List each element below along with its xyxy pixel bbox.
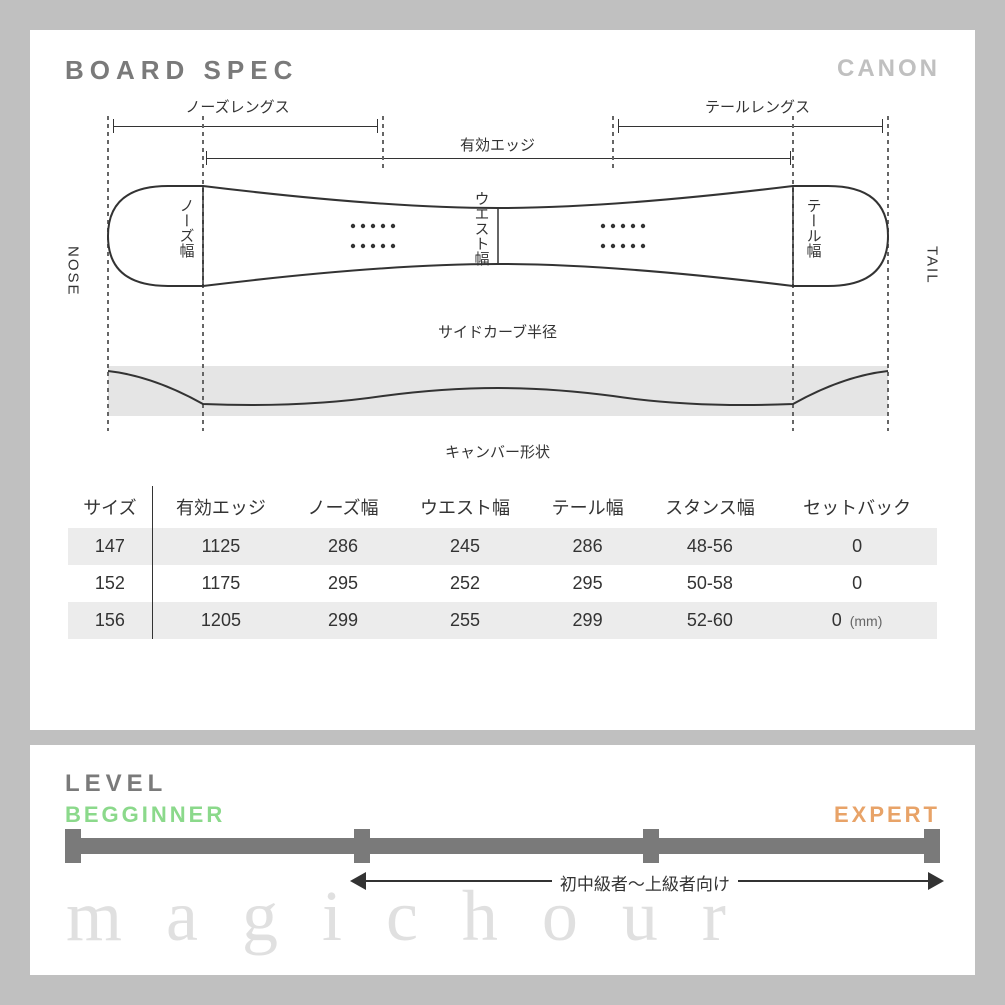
sidecut-label: サイドカーブ半径 [373,321,623,342]
table-row: 147112528624528648-560 [68,528,938,565]
table-cell: 299 [289,602,398,639]
level-labels: BEGGINNER EXPERT [65,802,940,828]
table-cell: 147 [68,528,153,565]
level-tick [354,829,370,863]
col-nosew: ノーズ幅 [289,486,398,528]
table-cell: 295 [532,565,642,602]
table-cell: 286 [532,528,642,565]
camber-label: キャンバー形状 [373,441,623,462]
unit-label: (mm) [842,613,883,629]
spec-table-header: サイズ 有効エッジ ノーズ幅 ウエスト幅 テール幅 スタンス幅 セットバック [68,486,938,528]
table-cell: 1205 [153,602,289,639]
table-cell: 245 [398,528,533,565]
col-tailw: テール幅 [532,486,642,528]
table-cell: 48-56 [643,528,777,565]
col-edge: 有効エッジ [153,486,289,528]
table-cell: 286 [289,528,398,565]
nose-width-label: ノーズ幅 [176,198,197,258]
expert-label: EXPERT [834,802,940,828]
spec-table: サイズ 有効エッジ ノーズ幅 ウエスト幅 テール幅 スタンス幅 セットバック 1… [68,486,938,639]
table-cell: 1175 [153,565,289,602]
level-panel: magichour LEVEL BEGGINNER EXPERT 初中級者～上級… [30,745,975,975]
col-waistw: ウエスト幅 [398,486,533,528]
table-cell: 295 [289,565,398,602]
level-range-text: 初中級者～上級者向け [552,870,738,895]
table-cell: 0 (mm) [777,602,937,639]
table-cell: 156 [68,602,153,639]
table-cell: 255 [398,602,533,639]
level-bar [65,838,940,854]
waist-width-label: ウエスト幅 [471,191,492,266]
col-size: サイズ [68,486,153,528]
table-cell: 1125 [153,528,289,565]
brand-label: CANON [837,55,940,83]
table-cell: 0 [777,565,937,602]
table-cell: 50-58 [643,565,777,602]
board-diagram: NOSE TAIL ノーズレングス テールレングス 有効エッジ [73,96,933,466]
board-svg [73,96,933,466]
level-tick [924,829,940,863]
level-tick [65,829,81,863]
board-spec-panel: BOARD SPEC CANON NOSE TAIL ノーズレングス テールレン… [30,30,975,730]
table-cell: 152 [68,565,153,602]
table-row: 152117529525229550-580 [68,565,938,602]
tail-width-label: テール幅 [803,198,824,258]
level-tick [643,829,659,863]
beginner-label: BEGGINNER [65,802,225,828]
level-title: LEVEL [65,770,940,798]
table-cell: 252 [398,565,533,602]
table-cell: 52-60 [643,602,777,639]
col-stance: スタンス幅 [643,486,777,528]
table-row: 156120529925529952-600 (mm) [68,602,938,639]
level-range: 初中級者～上級者向け [65,866,940,906]
table-cell: 299 [532,602,642,639]
spec-title: BOARD SPEC [65,55,940,86]
table-cell: 0 [777,528,937,565]
col-setback: セットバック [777,486,937,528]
